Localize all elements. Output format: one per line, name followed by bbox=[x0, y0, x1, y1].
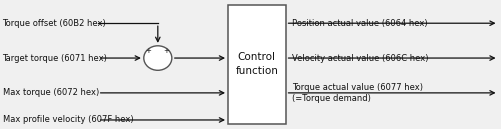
Text: Velocity actual value (606C hex): Velocity actual value (606C hex) bbox=[292, 54, 428, 63]
Text: Max torque (6072 hex): Max torque (6072 hex) bbox=[3, 88, 99, 97]
Bar bbox=[228, 5, 286, 124]
Text: Torque actual value (6077 hex)
(=Torque demand): Torque actual value (6077 hex) (=Torque … bbox=[292, 83, 422, 103]
Text: Target torque (6071 hex): Target torque (6071 hex) bbox=[3, 54, 107, 63]
Text: +: + bbox=[163, 48, 169, 54]
Ellipse shape bbox=[144, 46, 172, 70]
Text: Control
function: Control function bbox=[235, 53, 278, 76]
Text: +: + bbox=[146, 48, 152, 54]
Text: Max profile velocity (607F hex): Max profile velocity (607F hex) bbox=[3, 115, 133, 124]
Text: Torque offset (60B2 hex): Torque offset (60B2 hex) bbox=[3, 19, 106, 28]
Text: Position actual value (6064 hex): Position actual value (6064 hex) bbox=[292, 19, 427, 28]
